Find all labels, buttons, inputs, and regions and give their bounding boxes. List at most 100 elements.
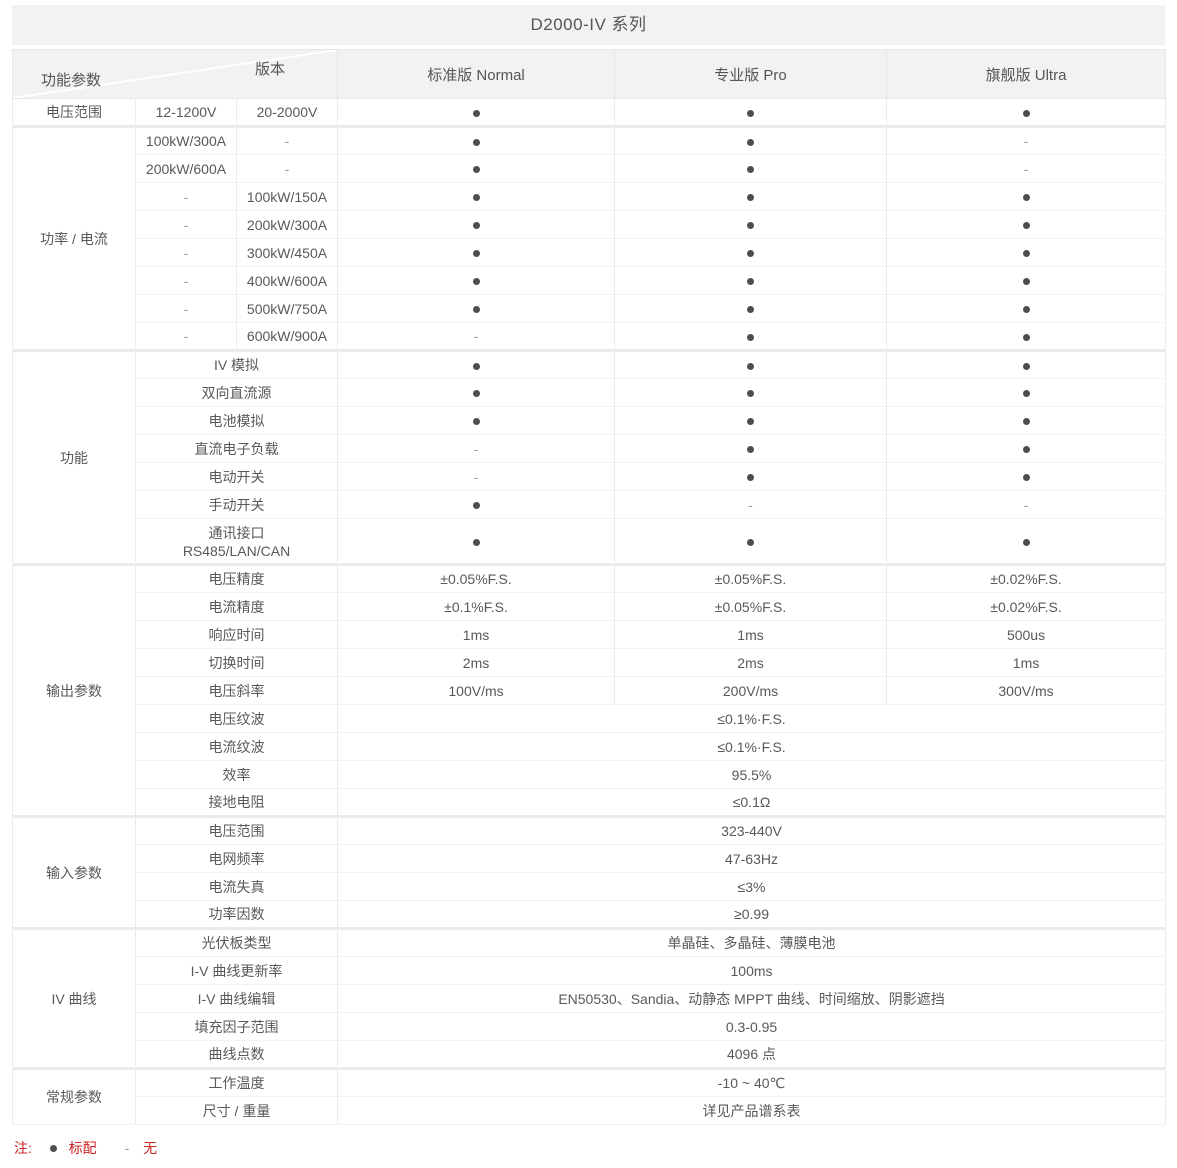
parameter-label: 手动开关 [134,490,339,519]
standard-dot-icon [472,502,480,510]
spec-sheet: D2000-IV 系列 版本 功能参数 标准版 Normal 专业版 Pro 旗… [11,5,1167,1158]
corner-header-cell: 版本 功能参数 [11,49,339,99]
value-cell-pro [614,406,888,435]
value-cell-pro: ±0.05%F.S. [614,592,888,621]
sub-spec-cell: 300kW/450A [235,238,339,267]
value-cell-normal [337,518,616,565]
footnote-legend: 注: 标配 - 无 [14,1138,1165,1158]
value-cell-normal: - [337,434,616,463]
standard-dot-icon [49,1144,57,1152]
parameter-label: 电压纹波 [134,704,339,733]
value-cell-normal [337,125,616,155]
value-cell-ultra [886,378,1167,407]
standard-dot-icon [747,418,755,426]
value-cell-ultra: - [886,125,1167,155]
merged-value-cell: ≤0.1%·F.S. [337,732,1167,761]
parameter-label: 电流精度 [134,592,339,621]
value-cell-normal [337,406,616,435]
merged-value-cell: ≤0.1%·F.S. [337,704,1167,733]
parameter-label: 响应时间 [134,620,339,649]
parameter-label: 填充因子范围 [134,1012,339,1041]
value-cell-ultra: - [886,490,1167,519]
value-cell-ultra [886,238,1167,267]
value-cell-ultra: ±0.02%F.S. [886,592,1167,621]
value-cell-normal [337,98,616,127]
merged-value-cell: 4096 点 [337,1040,1167,1069]
parameter-label: 效率 [134,760,339,789]
value-cell-pro: 2ms [614,648,888,677]
none-dash-icon: - [183,188,189,205]
standard-dot-icon [472,166,480,174]
standard-dot-icon [1022,109,1030,117]
none-dash-icon: - [1023,160,1029,177]
value-cell-ultra: - [886,154,1167,183]
sub-spec-cell: 400kW/600A [235,266,339,295]
value-cell-pro [614,238,888,267]
parameter-label: 电压精度 [134,563,339,593]
table-row: 响应时间 1ms 1ms 500us [13,620,1167,649]
value-cell-pro [614,98,888,127]
legend-standard-label: 标配 [68,1140,97,1156]
table-row: 输入参数 电压范围 323-440V [12,815,1167,929]
parameter-label: 电动开关 [134,462,339,491]
value-cell-pro [614,349,888,379]
standard-dot-icon [747,222,755,230]
table-row: 功率 / 电流 100kW/300A - - [12,125,1167,351]
value-cell-pro [614,518,888,565]
standard-dot-icon [747,250,755,258]
standard-dot-icon [1022,474,1030,482]
merged-value-cell: EN50530、Sandia、动静态 MPPT 曲线、时间缩放、阴影遮挡 [337,984,1167,1013]
merged-value-cell: ≥0.99 [337,900,1167,929]
parameter-label: 电流纹波 [134,732,339,761]
standard-dot-icon [472,278,480,286]
note-prefix: 注: [14,1140,32,1156]
legend-none-label: 无 [143,1140,158,1156]
sub-spec-cell: 500kW/750A [235,294,339,323]
sub-spec-cell: - [135,322,237,351]
value-cell-ultra [886,349,1167,379]
standard-dot-icon [747,194,755,202]
table-row: 电压斜率 100V/ms 200V/ms 300V/ms [13,676,1167,705]
standard-dot-icon [747,390,755,398]
parameter-label: 切换时间 [134,648,339,677]
merged-value-cell: 47-63Hz [337,844,1167,873]
sub-spec-cell: - [135,238,237,267]
value-cell-ultra [886,434,1167,463]
table-row: 电网频率 47-63Hz [13,844,1167,873]
table-row: 电池模拟 [13,406,1167,435]
table-row: 双向直流源 [13,378,1167,407]
standard-dot-icon [1022,446,1030,454]
value-cell-normal: 1ms [337,620,616,649]
sub-spec-cell: 600kW/900A [235,322,339,351]
standard-dot-icon [1022,222,1030,230]
value-cell-pro [614,294,888,323]
table-row: IV 曲线 光伏板类型 单晶硅、多晶硅、薄膜电池 [12,927,1167,1069]
diagonal-divider [13,50,337,98]
table-row: 通讯接口 RS485/LAN/CAN [13,518,1167,565]
column-header-ultra: 旗舰版 Ultra [886,49,1167,99]
standard-dot-icon [1022,418,1030,426]
none-dash-icon: - [183,244,189,261]
standard-dot-icon [1022,362,1030,370]
value-cell-normal [337,490,616,519]
table-row: 功能 IV 模拟 [12,349,1167,565]
value-cell-pro [614,210,888,239]
parameter-label: 电压范围 [134,815,339,845]
value-cell-pro [614,378,888,407]
value-cell-ultra: 300V/ms [886,676,1167,705]
spec-table: 版本 功能参数 标准版 Normal 专业版 Pro 旗舰版 Ultra 电压范… [11,49,1167,1125]
table-row: 切换时间 2ms 2ms 1ms [13,648,1167,677]
parameter-label: I-V 曲线更新率 [134,956,339,985]
table-row: 电流失真 ≤3% [13,872,1167,901]
table-row: 填充因子范围 0.3-0.95 [13,1012,1167,1041]
standard-dot-icon [747,306,755,314]
table-row: - 300kW/450A [13,238,1167,267]
sub-spec-cell: 12-1200V [135,98,237,127]
standard-dot-icon [472,390,480,398]
table-row: - 600kW/900A - [13,322,1167,351]
group-label: 功能 [12,349,136,565]
sub-spec-cell: 200kW/300A [235,210,339,239]
table-row: 电流精度 ±0.1%F.S. ±0.05%F.S. ±0.02%F.S. [13,592,1167,621]
standard-dot-icon [472,538,480,546]
table-row: 手动开关 - - [13,490,1167,519]
